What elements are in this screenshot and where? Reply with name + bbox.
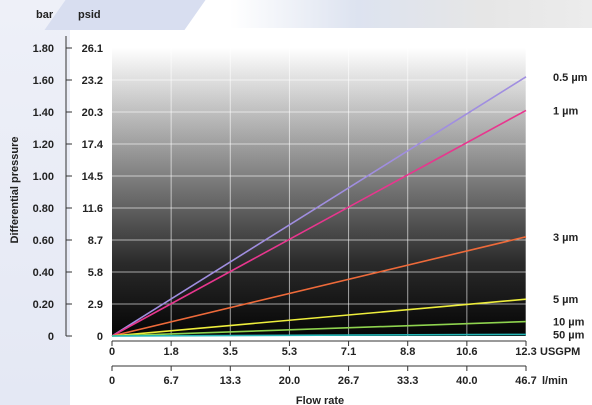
y-tick-label-bar: 1.80	[33, 43, 54, 55]
x-axis: 0 0 1.8 6.7 3.5 13.3 5.3 20.0 7.1 26.7 8.8 33.3 10.6…	[109, 340, 537, 387]
plot-area	[112, 48, 526, 336]
y-unit-bar: bar	[36, 9, 54, 21]
y-tick-label-psid: 26.1	[82, 43, 103, 55]
x-tick-label-usgpm: 10.6	[456, 346, 477, 358]
y-tick-label-psid: 23.2	[82, 75, 103, 87]
grid	[112, 47, 527, 336]
y-tick-label-bar: 1.00	[33, 171, 54, 183]
x-tick-label-lmin: 33.3	[397, 375, 418, 387]
series-line	[111, 76, 527, 337]
y-tick-label-bar: 0.80	[33, 203, 54, 215]
x-axis-label: Flow rate	[296, 395, 344, 405]
x-tick-label-lmin: 20.0	[279, 375, 300, 387]
y-tick-label-psid: 11.6	[82, 203, 103, 215]
series-line	[111, 109, 527, 337]
y-tick-label-bar: 0	[48, 331, 54, 343]
series-lines	[111, 76, 527, 337]
y-tick-label-psid: 14.5	[82, 171, 103, 183]
y-tick-label-psid: 5.8	[88, 267, 103, 279]
y-tick-label-psid: 0	[97, 331, 103, 343]
y-tick-label-psid: 17.4	[82, 139, 104, 151]
x-tick-label-usgpm: 3.5	[223, 346, 238, 358]
x-unit-usgpm: USGPM	[540, 346, 580, 358]
x-tick-label-lmin: 46.7	[515, 375, 536, 387]
series-label: 50 µm	[553, 330, 585, 342]
x-tick-label-usgpm: 12.3	[515, 346, 536, 358]
series-label: 0.5 µm	[553, 72, 588, 84]
y-unit-psid: psid	[78, 9, 101, 21]
series-line	[111, 320, 527, 337]
y-tick-label-bar: 1.40	[33, 107, 54, 119]
x-tick-label-usgpm: 1.8	[163, 346, 178, 358]
series-line	[111, 298, 527, 337]
series-label: 3 µm	[553, 232, 579, 244]
x-unit-lmin: l/min	[542, 375, 568, 387]
y-axis-label: Differential pressure	[9, 137, 21, 244]
y-tick-label-psid: 8.7	[88, 235, 103, 247]
x-tick-label-usgpm: 8.8	[400, 346, 415, 358]
x-tick-label-lmin: 6.7	[163, 375, 178, 387]
series-line	[111, 236, 527, 337]
background-stripe	[0, 0, 70, 405]
x-tick-label-lmin: 40.0	[456, 375, 477, 387]
series-label: 5 µm	[553, 294, 579, 306]
y-tick-label-psid: 2.9	[88, 299, 103, 311]
series-line	[111, 333, 527, 337]
x-tick-label-lmin: 0	[109, 375, 115, 387]
y-tick-label-bar: 1.60	[33, 75, 54, 87]
y-tick-label-bar: 0.60	[33, 235, 54, 247]
x-tick-label-lmin: 13.3	[220, 375, 241, 387]
series-label: 10 µm	[553, 317, 585, 329]
background-band	[230, 0, 592, 28]
x-tick-label-usgpm: 0	[109, 346, 115, 358]
x-tick-label-lmin: 26.7	[338, 375, 359, 387]
x-tick-label-usgpm: 7.1	[341, 346, 356, 358]
x-tick-label-usgpm: 5.3	[282, 346, 297, 358]
series-label: 1 µm	[553, 105, 579, 117]
y-tick-label-bar: 0.40	[33, 267, 54, 279]
y-tick-label-bar: 0.20	[33, 299, 54, 311]
y-tick-label-psid: 20.3	[82, 107, 103, 119]
y-tick-label-bar: 1.20	[33, 139, 54, 151]
y-axis: 0 0 0.20 2.9 0.40 5.8 0.60 8.7 0.80 11.6 1.00 14.5 1…	[33, 36, 104, 343]
